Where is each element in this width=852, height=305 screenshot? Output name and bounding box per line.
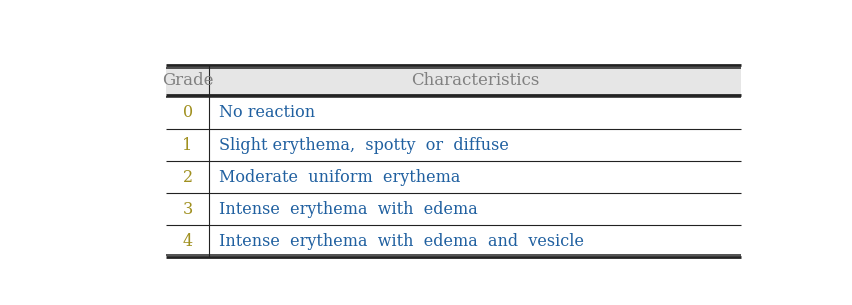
Text: 2: 2 <box>182 169 193 186</box>
Text: Intense  erythema  with  edema  and  vesicle: Intense erythema with edema and vesicle <box>219 233 584 250</box>
Text: Moderate  uniform  erythema: Moderate uniform erythema <box>219 169 460 186</box>
Text: Slight erythema,  spotty  or  diffuse: Slight erythema, spotty or diffuse <box>219 137 509 153</box>
Bar <box>166 65 740 97</box>
Text: Characteristics: Characteristics <box>411 72 538 89</box>
Text: 0: 0 <box>182 104 193 121</box>
Text: 3: 3 <box>182 201 193 218</box>
Text: Grade: Grade <box>162 72 213 89</box>
Text: No reaction: No reaction <box>219 104 314 121</box>
Text: 1: 1 <box>182 137 193 153</box>
Text: Intense  erythema  with  edema: Intense erythema with edema <box>219 201 477 218</box>
Text: 4: 4 <box>182 233 193 250</box>
